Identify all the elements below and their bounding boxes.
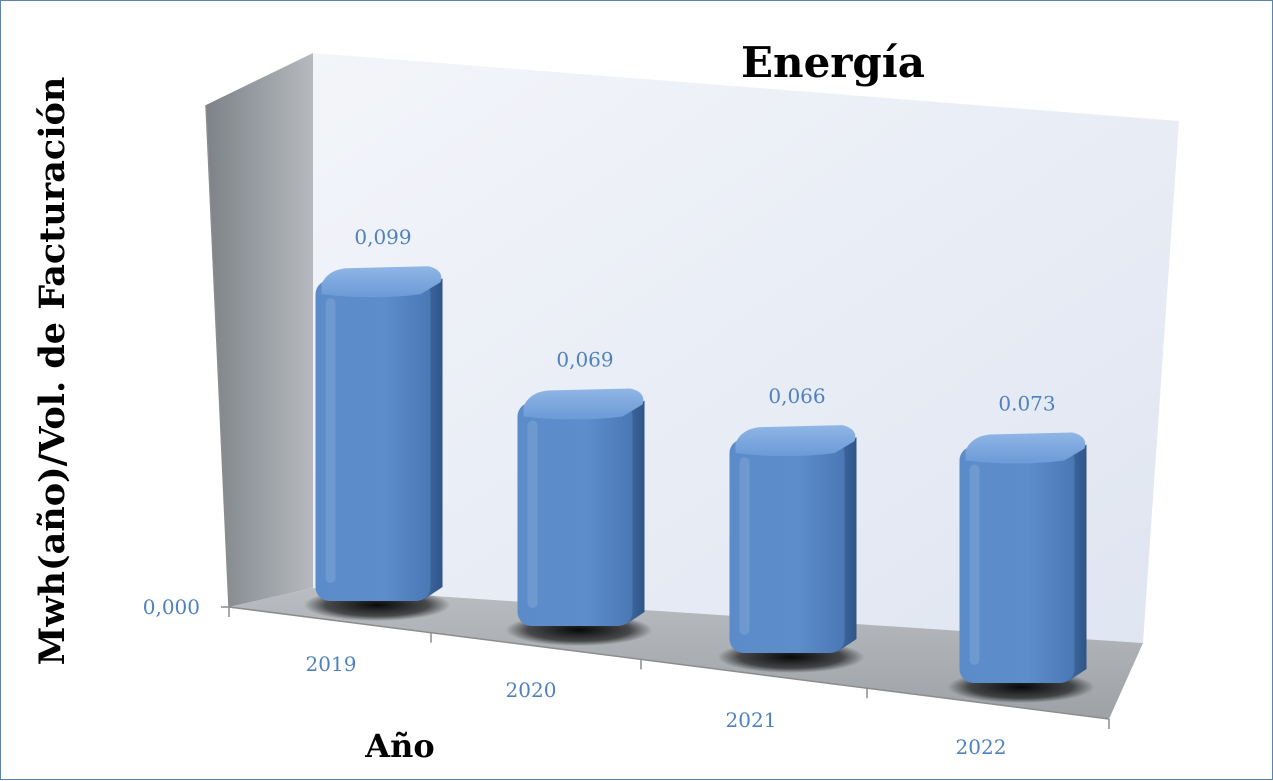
data-label-2019: 0,099 <box>354 225 411 249</box>
floor <box>229 588 1143 719</box>
x-tick-label-2021: 2021 <box>726 708 777 732</box>
side-wall <box>206 53 313 607</box>
bar-front-face <box>517 402 633 626</box>
bar-top-face <box>523 388 644 420</box>
bar-top-face <box>321 266 442 298</box>
data-label-2020: 0,069 <box>556 347 613 371</box>
chart-title: Energía <box>741 38 925 87</box>
bar-top-face <box>735 425 856 457</box>
y-tick-label-0: 0,000 <box>143 595 200 619</box>
data-label-2022: 0.073 <box>998 391 1055 415</box>
x-axis-title: Año <box>364 727 434 765</box>
bar-highlight <box>739 457 750 635</box>
bar-front-face <box>315 280 431 601</box>
x-axis-line <box>228 606 1110 720</box>
bar-2019 <box>303 266 451 621</box>
y-axis-title: Mwh(año)/Vol. de Facturación <box>32 77 73 666</box>
bar-2021 <box>717 425 865 673</box>
x-tick-label-2022: 2022 <box>956 735 1007 759</box>
bar-highlight <box>969 464 980 665</box>
x-tick-label-2019: 2019 <box>306 652 357 676</box>
bar-top-face <box>965 432 1086 464</box>
bar-2022 <box>947 432 1095 703</box>
bar-highlight <box>527 420 538 608</box>
bar-front-face <box>729 439 845 653</box>
x-tick-label-2020: 2020 <box>506 678 557 702</box>
y-axis-line <box>205 104 230 608</box>
bar-front-face <box>959 446 1075 683</box>
data-label-2021: 0,066 <box>768 384 825 408</box>
bar-highlight <box>325 298 336 583</box>
bar-2020 <box>505 388 653 646</box>
